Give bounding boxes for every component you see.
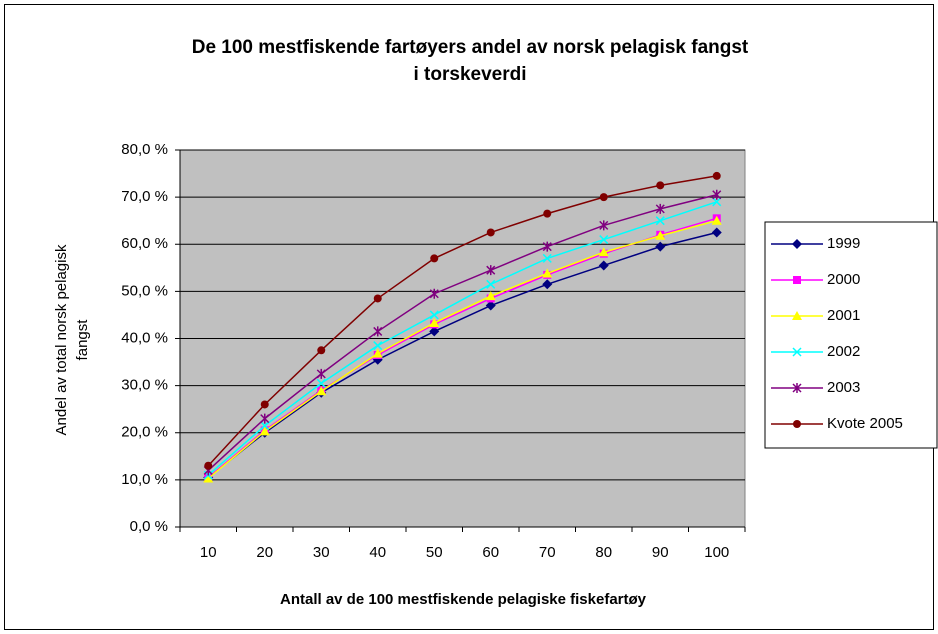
- marker: [372, 348, 383, 358]
- marker: [429, 317, 440, 327]
- x-tick-label: 30: [313, 544, 330, 561]
- chart-title: i torskeverdi: [414, 64, 527, 85]
- marker: [373, 294, 382, 303]
- marker: [373, 341, 383, 351]
- marker: [655, 203, 665, 214]
- y-tick-label: 60,0 %: [121, 235, 168, 252]
- legend-marker: [792, 347, 802, 357]
- marker: [711, 227, 722, 238]
- series-line: [207, 219, 717, 480]
- marker: [543, 209, 552, 218]
- marker: [599, 193, 608, 202]
- marker: [712, 171, 721, 180]
- marker: [599, 220, 609, 231]
- y-axis-title: Andel av total norsk pelagisk: [53, 244, 70, 435]
- y-tick-label: 30,0 %: [121, 377, 168, 394]
- marker: [486, 279, 496, 289]
- legend-box: [764, 221, 938, 449]
- marker: [373, 326, 383, 337]
- legend-marker: [793, 420, 801, 428]
- series-line: [207, 231, 717, 479]
- marker: [260, 413, 270, 424]
- legend-label: 2003: [827, 379, 860, 396]
- marker: [655, 241, 666, 252]
- marker: [316, 378, 326, 388]
- series-line: [207, 201, 717, 476]
- marker: [486, 228, 495, 237]
- marker: [542, 268, 553, 278]
- x-tick-label: 70: [539, 544, 556, 561]
- marker: [655, 216, 665, 226]
- legend-label: 1999: [827, 235, 860, 252]
- marker: [542, 253, 552, 263]
- y-tick-label: 70,0 %: [121, 188, 168, 205]
- marker: [485, 291, 496, 301]
- marker: [316, 368, 326, 379]
- y-tick-label: 0,0 %: [130, 518, 168, 535]
- marker: [259, 426, 270, 436]
- marker: [260, 400, 269, 409]
- y-axis-title: fangst: [74, 319, 91, 361]
- marker: [430, 254, 439, 263]
- x-tick-label: 80: [595, 544, 612, 561]
- x-tick-label: 40: [369, 544, 386, 561]
- series-line: [207, 194, 717, 472]
- marker: [598, 247, 609, 257]
- x-tick-label: 10: [200, 544, 217, 561]
- legend-label: 2002: [827, 343, 860, 360]
- legend-marker: [792, 383, 802, 393]
- y-tick-label: 10,0 %: [121, 471, 168, 488]
- x-tick-label: 90: [652, 544, 669, 561]
- marker: [599, 235, 609, 245]
- marker: [711, 215, 722, 225]
- marker: [429, 310, 439, 320]
- y-tick-label: 50,0 %: [121, 282, 168, 299]
- x-tick-label: 20: [256, 544, 273, 561]
- legend-label: 2001: [827, 307, 860, 324]
- x-tick-label: 50: [426, 544, 443, 561]
- x-tick-label: 100: [704, 544, 729, 561]
- marker: [486, 265, 496, 276]
- marker: [655, 230, 666, 240]
- series-line: [207, 175, 717, 467]
- x-tick-label: 60: [482, 544, 499, 561]
- y-tick-label: 80,0 %: [121, 141, 168, 158]
- marker: [542, 241, 552, 252]
- legend-marker: [792, 239, 802, 249]
- marker: [204, 461, 213, 470]
- marker: [316, 386, 327, 396]
- y-tick-label: 20,0 %: [121, 424, 168, 441]
- legend-label: Kvote 2005: [827, 415, 903, 432]
- marker: [656, 181, 665, 190]
- marker: [260, 421, 270, 431]
- marker: [485, 300, 496, 311]
- y-tick-label: 40,0 %: [121, 329, 168, 346]
- legend-marker: [792, 311, 802, 320]
- marker: [317, 346, 326, 355]
- marker: [429, 326, 440, 337]
- legend-label: 2000: [827, 271, 860, 288]
- legend-marker: [793, 276, 801, 284]
- marker: [203, 473, 214, 483]
- marker: [712, 197, 722, 207]
- marker: [598, 260, 609, 271]
- marker: [712, 189, 722, 200]
- chart-title: De 100 mestfiskende fartøyers andel av n…: [192, 37, 749, 58]
- marker: [542, 279, 553, 290]
- marker: [429, 288, 439, 299]
- x-axis-title: Antall av de 100 mestfiskende pelagiske …: [280, 591, 647, 608]
